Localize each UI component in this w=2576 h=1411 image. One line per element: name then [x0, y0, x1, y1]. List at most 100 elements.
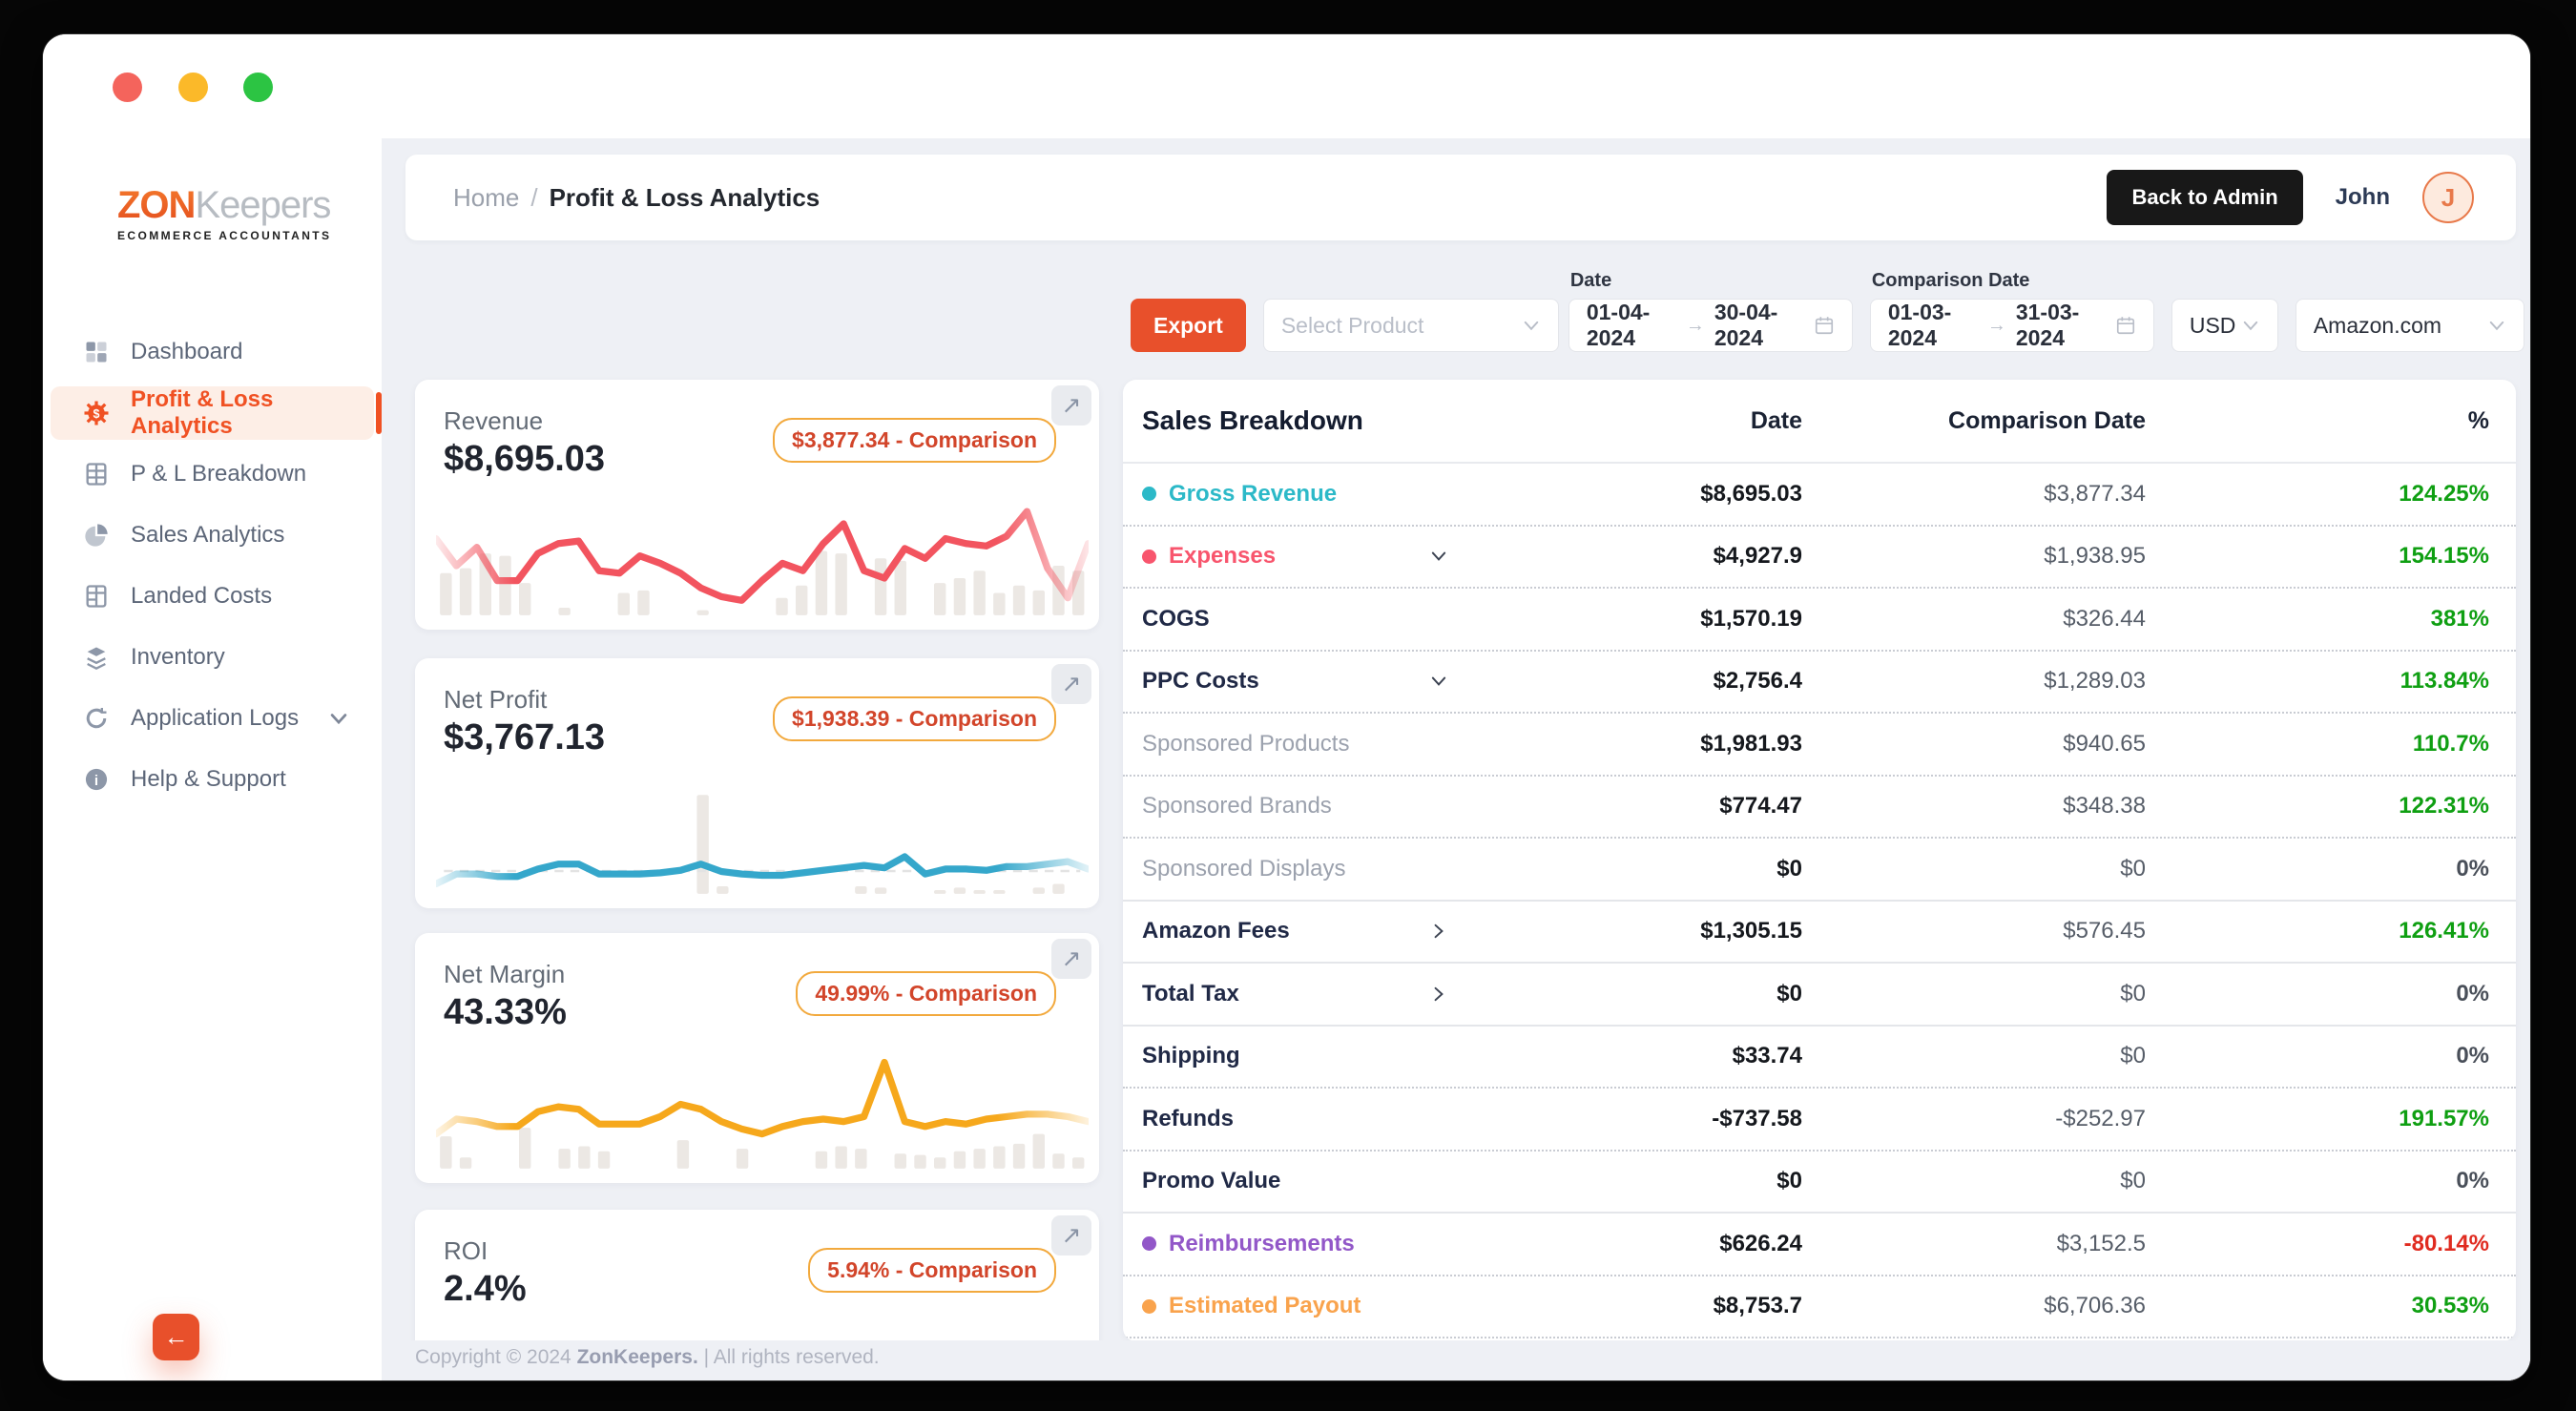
- category-dot: [1142, 1298, 1156, 1314]
- breakdown-icon: [81, 459, 112, 489]
- metric-value: $8,695.03: [444, 439, 606, 479]
- row-date-value: $0: [1776, 855, 1802, 882]
- table-header: Sales Breakdown Date Comparison Date %: [1123, 380, 2516, 464]
- breadcrumb-separator: /: [530, 182, 538, 212]
- table-row: Reimbursements $626.24 $3,152.5 -80.14%: [1123, 1214, 2516, 1276]
- row-percent-value: 30.53%: [2411, 1293, 2489, 1319]
- expand-icon[interactable]: ↗: [1051, 385, 1091, 425]
- chevron-down-icon: [1524, 321, 1539, 331]
- comparison-badge: 5.94% - Comparison: [808, 1248, 1056, 1293]
- category-dot: [1142, 549, 1156, 564]
- row-date-value: $0: [1776, 980, 1802, 1006]
- metric-title: ROI: [444, 1236, 488, 1265]
- date-range-picker[interactable]: 01-04-2024 → 30-04-2024: [1568, 299, 1853, 352]
- maximize-window-button[interactable]: [243, 73, 273, 102]
- chevron-icon[interactable]: [1428, 671, 1449, 692]
- back-to-admin-button[interactable]: Back to Admin: [2107, 170, 2303, 225]
- row-percent-value: 0%: [2456, 980, 2489, 1006]
- marketplace-value: Amazon.com: [2313, 312, 2442, 338]
- export-button[interactable]: Export: [1131, 299, 1246, 352]
- chevron-icon[interactable]: [1428, 921, 1449, 942]
- column-header-date: Date: [1750, 406, 1802, 434]
- sidebar-item-application-logs[interactable]: Application Logs: [51, 692, 374, 745]
- date-from: 01-04-2024: [1586, 300, 1651, 350]
- row-comparison-value: $3,877.34: [2044, 480, 2146, 507]
- metric-card: Net Margin 43.33% 49.99% - Comparison ↗: [415, 933, 1099, 1183]
- metric-title: Revenue: [444, 406, 544, 435]
- metric-title: Net Margin: [444, 960, 566, 988]
- chevron-icon[interactable]: [1428, 984, 1449, 1005]
- dashboard-icon: [81, 337, 112, 367]
- product-select[interactable]: Select Product: [1262, 299, 1559, 352]
- row-date-value: $8,695.03: [1700, 480, 1802, 507]
- sidebar-item-sales-analytics[interactable]: Sales Analytics: [51, 508, 374, 562]
- breadcrumb: Home / Profit & Loss Analytics: [453, 183, 820, 213]
- row-label: Promo Value: [1142, 1168, 1281, 1194]
- arrow-right-icon: →: [1685, 314, 1705, 336]
- date-label: Date: [1569, 270, 1612, 291]
- comparison-date-to: 31-03-2024: [2015, 300, 2080, 350]
- row-date-value: $626.24: [1719, 1230, 1802, 1256]
- marketplace-select[interactable]: Amazon.com: [2295, 299, 2524, 352]
- sparkline-chart: [436, 795, 1089, 894]
- row-date-value: -$737.58: [1712, 1105, 1802, 1131]
- profit-loss-icon: $: [81, 398, 112, 428]
- product-select-placeholder: Select Product: [1280, 312, 1424, 338]
- row-label: Sponsored Brands: [1142, 793, 1332, 820]
- comparison-date-range-picker[interactable]: 01-03-2024 → 31-03-2024: [1869, 299, 2154, 352]
- row-label: Reimbursements: [1169, 1230, 1355, 1256]
- window-titlebar: [43, 34, 2530, 138]
- copyright-text: Copyright © 2024 ZonKeepers. | All right…: [415, 1346, 880, 1368]
- table-row: Refunds -$737.58 -$252.97 191.57%: [1123, 1089, 2516, 1152]
- sales-breakdown-table: Sales Breakdown Date Comparison Date % G…: [1123, 380, 2516, 1341]
- svg-text:i: i: [94, 773, 98, 789]
- sidebar-item-help-support[interactable]: i Help & Support: [51, 753, 374, 806]
- row-percent-value: 191.57%: [2399, 1105, 2489, 1131]
- table-row: Sponsored Products $1,981.93 $940.65 110…: [1123, 714, 2516, 777]
- sidebar-item-landed-costs[interactable]: Landed Costs: [51, 570, 374, 623]
- sidebar-item-p-l-breakdown[interactable]: P & L Breakdown: [51, 447, 374, 501]
- row-date-value: $1,570.19: [1700, 605, 1802, 632]
- row-comparison-value: $1,289.03: [2044, 668, 2146, 695]
- row-comparison-value: $0: [2120, 1168, 2146, 1194]
- row-comparison-value: $576.45: [2063, 918, 2146, 944]
- chevron-icon[interactable]: [1428, 546, 1449, 567]
- comparison-badge: $1,938.39 - Comparison: [773, 696, 1056, 741]
- footer: Copyright © 2024 ZonKeepers. | All right…: [382, 1340, 2530, 1380]
- avatar[interactable]: J: [2422, 172, 2474, 223]
- breadcrumb-bar: Home / Profit & Loss Analytics Back to Adm…: [405, 155, 2516, 240]
- row-label: PPC Costs: [1142, 668, 1259, 695]
- minimize-window-button[interactable]: [178, 73, 208, 102]
- row-percent-value: 124.25%: [2399, 480, 2489, 507]
- close-window-button[interactable]: [113, 73, 142, 102]
- row-comparison-value: $0: [2120, 1043, 2146, 1069]
- sparkline-chart: [436, 508, 1089, 615]
- row-comparison-value: -$252.97: [2055, 1105, 2146, 1131]
- sidebar-item-dashboard[interactable]: Dashboard: [51, 325, 374, 379]
- table-row: Estimated Payout $8,753.7 $6,706.36 30.5…: [1123, 1276, 2516, 1338]
- sidebar-item-profit-loss-analytics[interactable]: $ Profit & Loss Analytics: [51, 386, 382, 440]
- table-row: Gross Revenue $8,695.03 $3,877.34 124.25…: [1123, 464, 2516, 527]
- expand-icon[interactable]: ↗: [1051, 1215, 1091, 1255]
- pie-chart-icon: [81, 520, 112, 550]
- page-title: Profit & Loss Analytics: [549, 182, 821, 212]
- row-date-value: $0: [1776, 1168, 1802, 1194]
- table-row: PPC Costs $2,756.4 $1,289.03 113.84%: [1123, 652, 2516, 714]
- expand-icon[interactable]: ↗: [1051, 939, 1091, 979]
- sidebar: ZONKeepers ECOMMERCE ACCOUNTANTS Dashboa…: [43, 138, 382, 1380]
- comparison-badge: 49.99% - Comparison: [796, 971, 1056, 1016]
- currency-select[interactable]: USD: [2171, 299, 2278, 352]
- column-header-comparison-date: Comparison Date: [1948, 406, 2146, 434]
- logo-subtitle: ECOMMERCE ACCOUNTANTS: [117, 229, 332, 242]
- breadcrumb-home[interactable]: Home: [453, 182, 520, 212]
- row-percent-value: 113.84%: [2399, 668, 2489, 695]
- sidebar-item-inventory[interactable]: Inventory: [51, 631, 374, 684]
- comparison-date-label: Comparison Date: [1871, 270, 2030, 291]
- row-percent-value: 126.41%: [2399, 918, 2489, 944]
- expand-icon[interactable]: ↗: [1051, 664, 1091, 704]
- row-percent-value: 381%: [2430, 605, 2489, 632]
- help-icon: i: [81, 764, 112, 795]
- table-row: Promo Value $0 $0 0%: [1123, 1152, 2516, 1214]
- collapse-sidebar-button[interactable]: ←: [153, 1314, 199, 1360]
- app-window: ZONKeepers ECOMMERCE ACCOUNTANTS Dashboa…: [43, 34, 2530, 1380]
